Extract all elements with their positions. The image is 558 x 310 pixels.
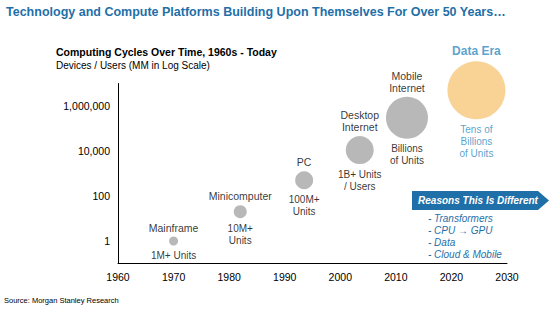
- svg-text:Units: Units: [229, 235, 252, 246]
- svg-text:1990: 1990: [273, 271, 297, 283]
- svg-text:Tens of: Tens of: [460, 124, 492, 135]
- svg-text:Internet: Internet: [389, 82, 425, 94]
- svg-text:1960: 1960: [106, 271, 130, 283]
- svg-text:1970: 1970: [162, 271, 186, 283]
- svg-text:2000: 2000: [329, 271, 353, 283]
- svg-text:10,000: 10,000: [78, 145, 110, 157]
- svg-text:Reasons This Is Different: Reasons This Is Different: [418, 195, 539, 206]
- svg-text:100M+: 100M+: [289, 194, 320, 205]
- svg-text:Minicomputer: Minicomputer: [209, 190, 273, 202]
- svg-text:1: 1: [104, 235, 110, 247]
- svg-text:- Cloud & Mobile: - Cloud & Mobile: [428, 249, 502, 260]
- svg-text:Computing Cycles Over Time, 19: Computing Cycles Over Time, 1960s - Toda…: [56, 46, 277, 58]
- svg-text:100: 100: [92, 190, 110, 202]
- svg-text:Technology and Compute Platfor: Technology and Compute Platforms Buildin…: [6, 5, 506, 19]
- svg-text:Units: Units: [293, 206, 316, 217]
- svg-text:- Data: - Data: [428, 237, 456, 248]
- svg-text:Mobile: Mobile: [392, 70, 423, 82]
- svg-text:Data Era: Data Era: [452, 44, 501, 58]
- svg-text:- CPU → GPU: - CPU → GPU: [428, 225, 493, 236]
- svg-text:Billions: Billions: [461, 136, 493, 147]
- svg-text:/ Users: / Users: [344, 181, 376, 192]
- svg-text:Desktop: Desktop: [340, 109, 379, 121]
- svg-text:1B+ Units: 1B+ Units: [338, 169, 382, 180]
- svg-text:Billions: Billions: [391, 143, 423, 154]
- svg-text:Devices / Users (MM in Log Sca: Devices / Users (MM in Log Scale): [56, 60, 210, 71]
- svg-text:Internet: Internet: [342, 121, 378, 133]
- svg-text:PC: PC: [297, 156, 312, 168]
- svg-text:Source: Morgan Stanley Researc: Source: Morgan Stanley Research: [4, 296, 119, 305]
- svg-text:of Units: of Units: [459, 148, 493, 159]
- svg-text:1M+ Units: 1M+ Units: [151, 250, 196, 261]
- svg-text:10M+: 10M+: [228, 223, 253, 234]
- svg-text:2020: 2020: [440, 271, 464, 283]
- svg-text:of Units: of Units: [390, 155, 424, 166]
- svg-text:1980: 1980: [217, 271, 241, 283]
- svg-text:1,000,000: 1,000,000: [63, 100, 110, 112]
- svg-text:2010: 2010: [384, 271, 408, 283]
- svg-text:2030: 2030: [495, 271, 519, 283]
- svg-text:- Transformers: - Transformers: [428, 213, 493, 224]
- svg-text:Mainframe: Mainframe: [149, 222, 199, 234]
